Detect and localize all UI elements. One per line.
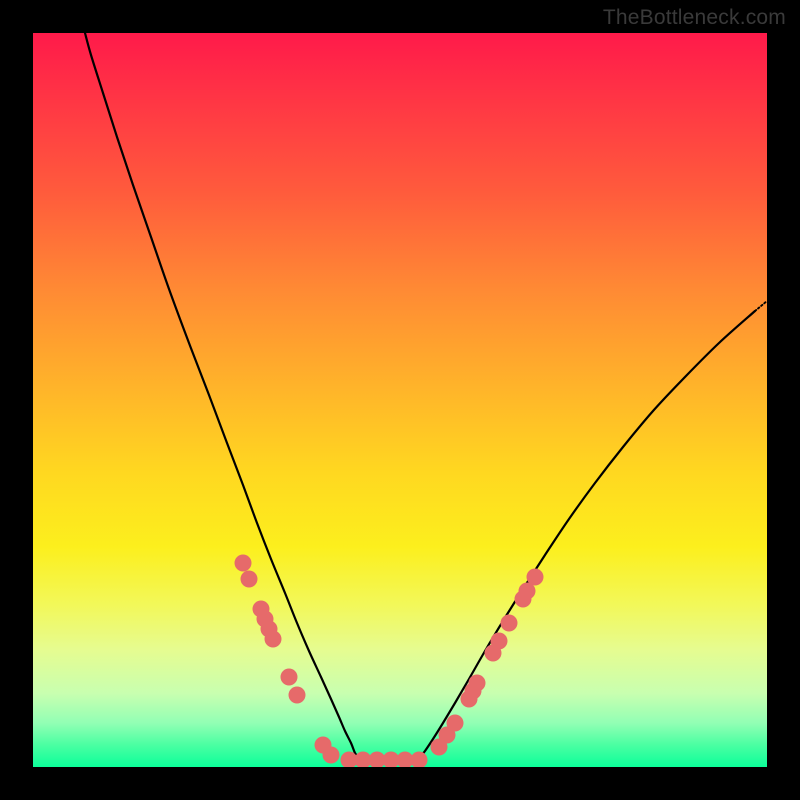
- plot-area: [33, 33, 767, 767]
- marker-dot: [527, 569, 544, 586]
- marker-dot: [265, 631, 282, 648]
- gradient-background: [33, 33, 767, 767]
- marker-dot: [491, 633, 508, 650]
- plot-svg: [33, 33, 767, 767]
- marker-dot: [241, 571, 258, 588]
- marker-dot: [469, 675, 486, 692]
- marker-dot: [501, 615, 518, 632]
- marker-dot: [323, 747, 340, 764]
- marker-dot: [289, 687, 306, 704]
- marker-dot: [447, 715, 464, 732]
- watermark-text: TheBottleneck.com: [603, 6, 786, 30]
- marker-dot: [235, 555, 252, 572]
- marker-dot: [281, 669, 298, 686]
